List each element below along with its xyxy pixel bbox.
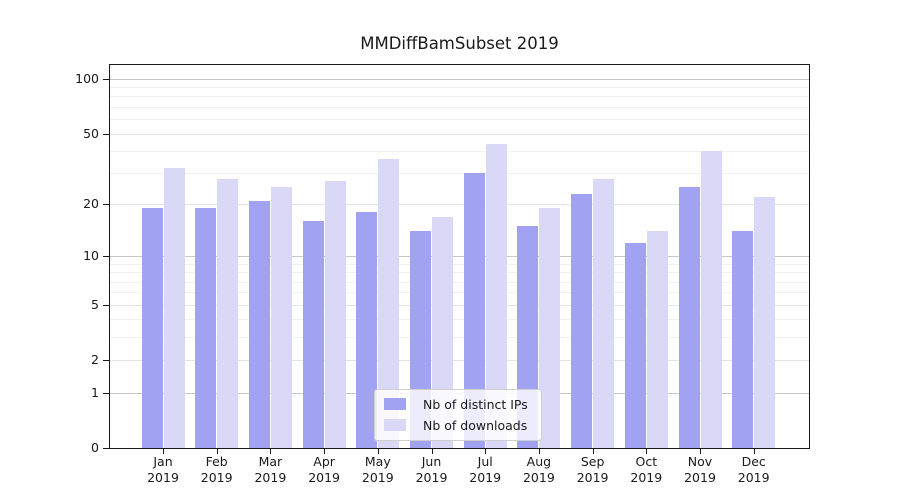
gridline-layer xyxy=(110,65,809,448)
bar-jul-downloads xyxy=(485,143,507,448)
x-tick-label-oct: Oct 2019 xyxy=(630,454,663,485)
x-tick-label-dec: Dec 2019 xyxy=(737,454,770,485)
y-tick-2 xyxy=(103,360,109,362)
y-tick-label-20: 20 xyxy=(83,196,99,212)
y-tick-20 xyxy=(103,204,109,206)
gridline-y-4 xyxy=(110,319,809,321)
y-tick-label-10: 10 xyxy=(83,248,99,264)
gridline-y-80 xyxy=(110,96,809,98)
gridline-y-9 xyxy=(110,263,809,265)
gridline-y-30 xyxy=(110,173,809,175)
chart-title: MMDiffBamSubset 2019 xyxy=(360,34,559,53)
legend-label-distinct-ips: Nb of distinct IPs xyxy=(423,396,528,412)
gridline-y-7 xyxy=(110,281,809,283)
x-tick-label-may: May 2019 xyxy=(361,454,394,485)
bar-mar-downloads xyxy=(270,187,292,448)
x-tick-6 xyxy=(485,448,487,454)
x-tick-3 xyxy=(324,448,326,454)
x-tick-2 xyxy=(270,448,272,454)
bar-layer xyxy=(110,65,809,448)
x-tick-4 xyxy=(377,448,379,454)
bar-oct-distinct-ips xyxy=(624,242,646,448)
bar-jan-distinct-ips xyxy=(141,208,163,448)
y-tick-0 xyxy=(103,448,109,449)
x-tick-label-jun: Jun 2019 xyxy=(415,454,448,485)
bar-jul-distinct-ips xyxy=(463,173,485,448)
x-tick-7 xyxy=(538,448,540,454)
bar-sep-distinct-ips xyxy=(571,193,593,448)
bar-apr-downloads xyxy=(324,181,346,448)
tick-mark-layer xyxy=(103,65,809,454)
gridline-y-3 xyxy=(110,337,809,339)
x-tick-8 xyxy=(592,448,594,454)
y-tick-5 xyxy=(103,304,109,306)
bar-feb-distinct-ips xyxy=(195,208,217,448)
legend: Nb of distinct IPs Nb of downloads xyxy=(374,389,542,441)
gridline-y-60 xyxy=(110,119,809,121)
y-tick-label-2: 2 xyxy=(91,352,99,368)
y-tick-label-100: 100 xyxy=(75,70,99,86)
y-tick-label-1: 1 xyxy=(91,384,99,400)
bar-dec-downloads xyxy=(754,197,776,448)
x-tick-1 xyxy=(216,448,218,454)
bar-aug-downloads xyxy=(539,208,561,448)
x-tick-11 xyxy=(753,448,755,454)
x-tick-label-mar: Mar 2019 xyxy=(254,454,287,485)
gridline-y-2 xyxy=(110,360,809,362)
x-tick-label-jan: Jan 2019 xyxy=(147,454,179,485)
gridline-y-70 xyxy=(110,107,809,108)
y-tick-label-50: 50 xyxy=(83,125,99,141)
gridline-y-90 xyxy=(110,87,809,89)
bar-mar-distinct-ips xyxy=(248,200,270,448)
legend-label-downloads: Nb of downloads xyxy=(423,417,528,433)
gridline-y-40 xyxy=(110,150,809,152)
x-tick-label-feb: Feb 2019 xyxy=(200,454,233,485)
x-tick-10 xyxy=(700,448,701,454)
y-tick-label-0: 0 xyxy=(91,440,99,455)
y-tick-10 xyxy=(103,256,109,258)
x-tick-label-sep: Sep 2019 xyxy=(576,454,609,485)
gridline-y-10 xyxy=(110,256,809,258)
x-tick-label-nov: Nov 2019 xyxy=(684,454,716,485)
bar-feb-downloads xyxy=(217,178,239,448)
legend-item-downloads: Nb of downloads xyxy=(384,417,528,433)
gridline-y-20 xyxy=(110,204,809,206)
x-tick-label-apr: Apr 2019 xyxy=(308,454,340,485)
y-tick-50 xyxy=(103,133,109,135)
bar-sep-downloads xyxy=(593,178,615,448)
x-tick-0 xyxy=(163,448,164,454)
gridline-y-6 xyxy=(110,292,809,294)
bar-oct-downloads xyxy=(646,231,668,448)
x-tick-5 xyxy=(431,448,433,454)
y-tick-label-5: 5 xyxy=(91,296,99,312)
bar-jan-downloads xyxy=(163,168,185,448)
gridline-y-50 xyxy=(110,133,809,135)
gridline-y-5 xyxy=(110,304,809,306)
bar-apr-distinct-ips xyxy=(302,221,324,448)
bar-nov-distinct-ips xyxy=(678,187,700,448)
x-tick-9 xyxy=(646,448,648,454)
y-tick-100 xyxy=(103,78,109,80)
y-tick-1 xyxy=(103,392,109,394)
legend-swatch-downloads xyxy=(384,419,406,431)
bar-dec-distinct-ips xyxy=(732,231,754,448)
legend-item-distinct-ips: Nb of distinct IPs xyxy=(384,396,528,412)
x-tick-label-aug: Aug 2019 xyxy=(522,454,555,485)
bar-may-distinct-ips xyxy=(356,212,378,448)
legend-swatch-distinct-ips xyxy=(384,398,406,410)
plot-area: Nb of distinct IPs Nb of downloads xyxy=(103,64,810,454)
x-tick-label-jul: Jul 2019 xyxy=(469,454,502,485)
gridline-y-100 xyxy=(110,78,809,80)
gridline-y-8 xyxy=(110,272,809,274)
bar-may-downloads xyxy=(378,159,400,448)
bar-nov-downloads xyxy=(700,150,722,448)
